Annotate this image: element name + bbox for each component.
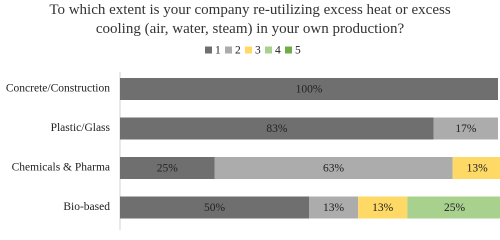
legend-swatch <box>285 46 292 54</box>
data-label: 100% <box>296 84 323 96</box>
bar-segment <box>120 117 434 140</box>
legend-swatch <box>265 46 272 54</box>
data-label: 25% <box>444 202 466 214</box>
legend-label: 5 <box>295 45 301 57</box>
bar-segment <box>407 196 500 219</box>
legend-label: 2 <box>235 45 241 57</box>
legend-swatch <box>225 46 232 54</box>
bar-segment <box>452 157 500 179</box>
chart: 1 2 3 4 5 Concrete/Construction 100% Plastic/Gl… <box>6 45 500 230</box>
bar-segment <box>358 196 408 219</box>
data-label: 17% <box>455 123 477 135</box>
bar-segment <box>120 157 215 179</box>
bar-segment <box>309 196 359 219</box>
legend-swatch <box>245 46 252 54</box>
bar-segment <box>120 78 498 100</box>
data-label: 50% <box>204 202 226 214</box>
data-label: 25% <box>157 163 179 175</box>
chart-title: To which extent is your company re-utili… <box>49 2 451 37</box>
data-label: 63% <box>323 163 345 175</box>
y-tick-label: Concrete/Construction <box>6 83 110 95</box>
data-label: 13% <box>372 202 394 214</box>
data-label: 83% <box>266 123 288 135</box>
y-tick-label: Chemicals & Pharma <box>12 162 110 174</box>
data-label: 13% <box>323 202 345 214</box>
legend-swatch <box>205 46 212 54</box>
legend-label: 4 <box>275 45 281 57</box>
page: {"chart_data": {"type": "stacked-bar-hor… <box>5 2 500 230</box>
bar-segment <box>433 117 498 140</box>
y-tick-label: Plastic/Glass <box>51 122 111 134</box>
y-tick-label: Bio-based <box>63 201 110 213</box>
data-label: 13% <box>467 163 489 175</box>
legend-label: 1 <box>215 45 221 57</box>
bar-segment <box>120 196 309 219</box>
bar-segment <box>214 157 453 179</box>
legend-label: 3 <box>255 45 261 57</box>
